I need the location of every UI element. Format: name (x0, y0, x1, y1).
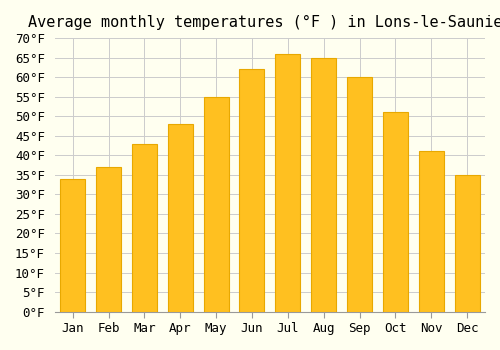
Bar (311, 58, 336, 312)
Title: Average monthly temperatures (°F ) in Lons-le-Saunier: Average monthly temperatures (°F ) in Lo… (28, 15, 500, 30)
Bar (168, 124, 193, 312)
Bar (204, 97, 229, 312)
Bar (96, 167, 121, 312)
Bar (275, 54, 300, 312)
Bar (383, 112, 408, 312)
Bar (240, 69, 264, 312)
Bar (347, 77, 372, 312)
Bar (418, 152, 444, 312)
Bar (60, 179, 85, 312)
Bar (454, 175, 479, 312)
Bar (132, 144, 157, 312)
